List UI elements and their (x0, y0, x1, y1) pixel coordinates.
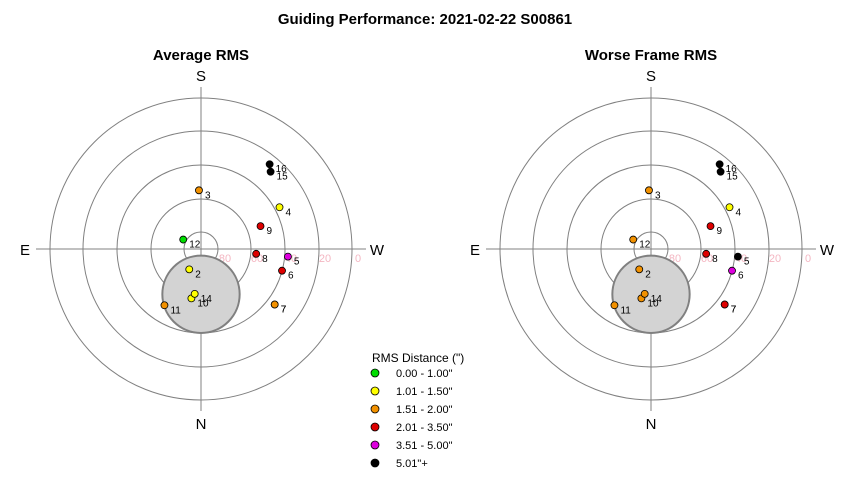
compass-left: E (470, 242, 480, 259)
target-point-8 (702, 249, 711, 258)
legend-swatch (370, 440, 380, 450)
target-point-7 (720, 300, 729, 309)
target-label-16: 16 (276, 164, 288, 175)
target-label-11: 11 (620, 305, 631, 316)
legend-label: 5.01"+ (396, 458, 428, 470)
legend-label: 1.51 - 2.00" (396, 404, 453, 416)
target-label-7: 7 (281, 305, 287, 316)
target-point-4 (725, 203, 734, 212)
target-point-9 (706, 222, 715, 231)
moon-marker (611, 254, 691, 334)
target-label-12: 12 (639, 240, 651, 251)
ring-label: 0 (355, 253, 361, 265)
target-point-14 (190, 289, 199, 298)
target-label-3: 3 (655, 190, 661, 201)
ring-label: 20 (769, 253, 781, 265)
target-label-6: 6 (288, 271, 294, 282)
target-point-9 (256, 222, 265, 231)
target-label-14: 14 (651, 294, 663, 305)
moon-marker (161, 254, 241, 334)
target-point-16 (715, 160, 724, 169)
target-point-6 (278, 266, 286, 275)
target-point-5 (734, 252, 742, 261)
target-point-7 (270, 300, 279, 309)
target-point-12 (629, 235, 638, 244)
target-label-7: 7 (281, 305, 287, 316)
target-label-15: 15 (277, 172, 289, 183)
target-label-12: 12 (189, 240, 201, 251)
legend-swatch (370, 458, 380, 468)
legend-label: 0.00 - 1.00" (396, 368, 453, 380)
target-point-16 (265, 160, 274, 169)
target-label-9: 9 (717, 226, 723, 237)
compass-bottom: N (646, 416, 657, 433)
legend-swatch (370, 404, 380, 414)
compass-top: S (196, 68, 206, 85)
target-point-8 (252, 249, 261, 258)
target-point-3 (195, 186, 203, 195)
target-label-7: 7 (731, 305, 737, 316)
target-label-6: 6 (738, 271, 744, 282)
target-label-4: 4 (736, 207, 742, 218)
target-label-7: 7 (731, 305, 737, 316)
target-label-16: 16 (726, 164, 738, 175)
target-label-2: 2 (195, 269, 201, 280)
ring-label: 20 (319, 253, 331, 265)
target-label-9: 9 (267, 226, 273, 237)
target-label-8: 8 (712, 254, 718, 265)
target-label-8: 8 (262, 254, 268, 265)
plot-title: Average RMS (153, 47, 249, 64)
target-point-5 (284, 252, 292, 261)
legend-label: 2.01 - 3.50" (396, 422, 453, 434)
target-label-5: 5 (744, 257, 750, 268)
target-label-3: 3 (205, 190, 211, 201)
target-point-11 (610, 301, 619, 310)
target-label-2: 2 (645, 269, 651, 280)
ring-label: 0 (805, 253, 811, 265)
target-label-10: 10 (197, 298, 209, 309)
legend-label: 1.01 - 1.50" (396, 386, 453, 398)
chart-title: Guiding Performance: 2021-02-22 S00861 (278, 11, 572, 28)
legend-title: RMS Distance (") (372, 351, 464, 365)
compass-bottom: N (196, 416, 207, 433)
target-point-12 (179, 235, 188, 244)
target-point-14 (640, 289, 649, 298)
compass-top: S (646, 68, 656, 85)
legend-swatch (370, 386, 380, 396)
compass-right: W (370, 242, 385, 259)
target-point-15 (716, 167, 725, 176)
target-point-15 (266, 167, 275, 176)
legend-swatch (370, 422, 380, 432)
target-point-2 (185, 265, 194, 274)
legend: RMS Distance (") 0.00 - 1.00" 1.01 - 1.50"… (370, 351, 464, 470)
target-label-11: 11 (170, 305, 181, 316)
compass-right: W (820, 242, 835, 259)
legend-label: 3.51 - 5.00" (396, 440, 453, 452)
target-label-15: 15 (727, 172, 739, 183)
target-point-2 (635, 265, 644, 274)
plot-title: Worse Frame RMS (585, 47, 717, 64)
target-label-5: 5 (294, 257, 300, 268)
target-point-3 (645, 186, 653, 195)
compass-left: E (20, 242, 30, 259)
target-label-4: 4 (286, 207, 292, 218)
target-point-4 (275, 203, 284, 212)
target-point-11 (160, 301, 169, 310)
target-point-6 (728, 266, 736, 275)
target-label-14: 14 (201, 294, 213, 305)
legend-swatch (370, 368, 380, 378)
target-label-10: 10 (647, 298, 659, 309)
